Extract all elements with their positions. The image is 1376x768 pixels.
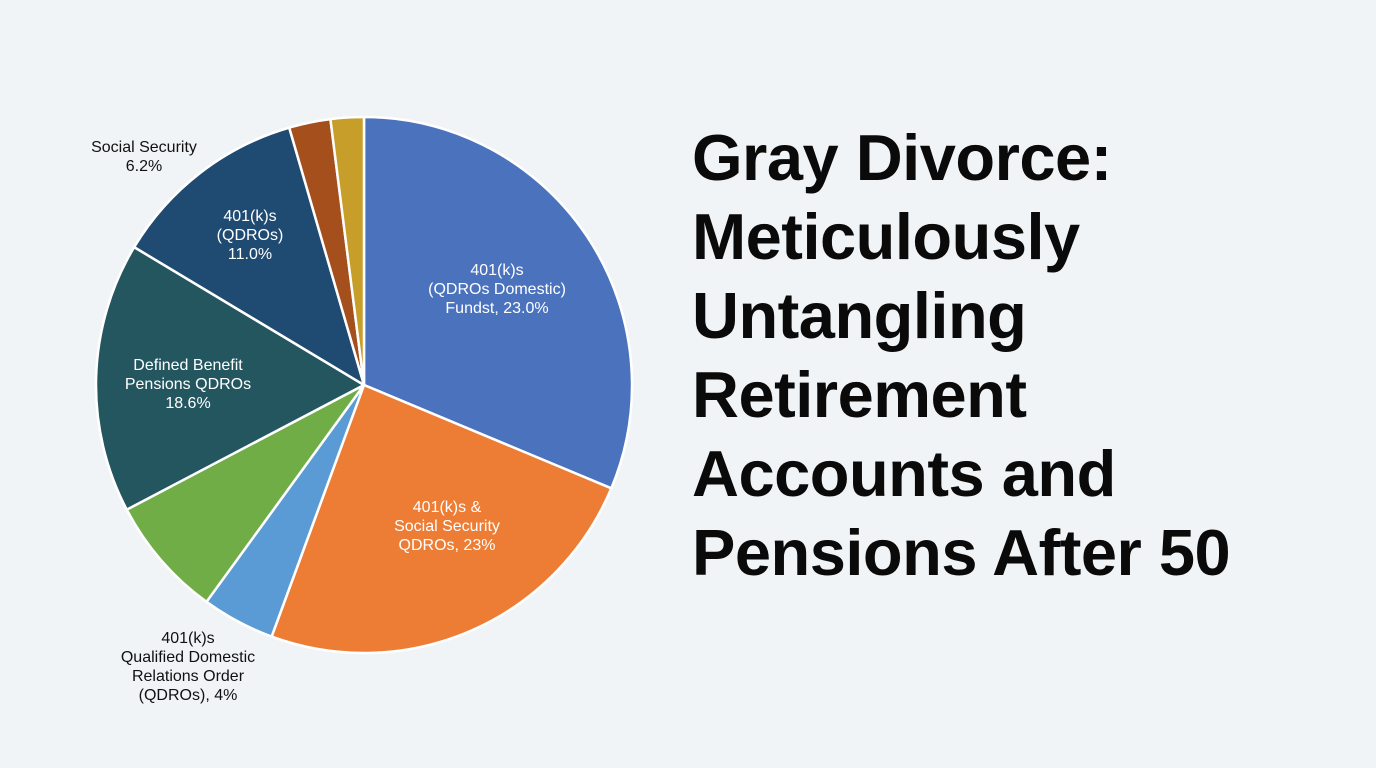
slice-label-line: QDROs, 23% [399, 537, 496, 554]
title-line: Accounts and [692, 437, 1116, 510]
pie-slice [329, 115, 366, 387]
title-line: Untangling [692, 279, 1027, 352]
slice-label-line: Defined Benefit [133, 357, 243, 374]
slice-label-line: (QDROs), 4% [139, 687, 238, 704]
slice-label-line: 401(k)s [470, 262, 523, 279]
page-title: Gray Divorce: Meticulously Untangling Re… [692, 118, 1372, 592]
slice-label-line: 401(k)s & [413, 499, 482, 516]
title-line: Pensions After 50 [692, 516, 1231, 589]
slice-label-line: 18.6% [165, 395, 210, 412]
slice-label: 401(k)s Qualified Domestic Relations Order… [121, 630, 255, 704]
slice-label-line: Social Security [394, 518, 500, 535]
slice-label-line: (QDROs) [217, 227, 284, 244]
pie-slice [132, 126, 366, 387]
title-line: Meticulously [692, 200, 1080, 273]
pie-slice [94, 245, 366, 511]
slice-label-line: Fundst, 23.0% [445, 300, 548, 317]
pie-slice [125, 383, 366, 604]
slice-label: Defined Benefit Pensions QDROs 18.6% [125, 357, 251, 412]
slice-label: Social Security 6.2% [91, 139, 197, 175]
slice-label-line: Social Security [91, 139, 197, 156]
pie-slice [270, 383, 613, 655]
slice-label-line: Pensions QDROs [125, 376, 251, 393]
title-line: Retirement [692, 358, 1027, 431]
pie-slice [362, 115, 634, 490]
slice-label: 401(k)s & Social Security QDROs, 23% [394, 499, 500, 554]
slice-label-line: 401(k)s [223, 208, 276, 225]
slice-label: 401(k)s (QDROs Domestic) Fundst, 23.0% [428, 262, 566, 317]
slice-label-line: 401(k)s [161, 630, 214, 647]
title-line: Gray Divorce: [692, 121, 1112, 194]
slice-label: 401(k)s (QDROs) 11.0% [217, 208, 284, 263]
slice-label-line: 6.2% [126, 158, 162, 175]
slice-label-line: Qualified Domestic [121, 649, 255, 666]
slice-label-line: (QDROs Domestic) [428, 281, 566, 298]
slice-label-line: Relations Order [132, 668, 245, 685]
slice-label-line: 11.0% [228, 246, 272, 263]
